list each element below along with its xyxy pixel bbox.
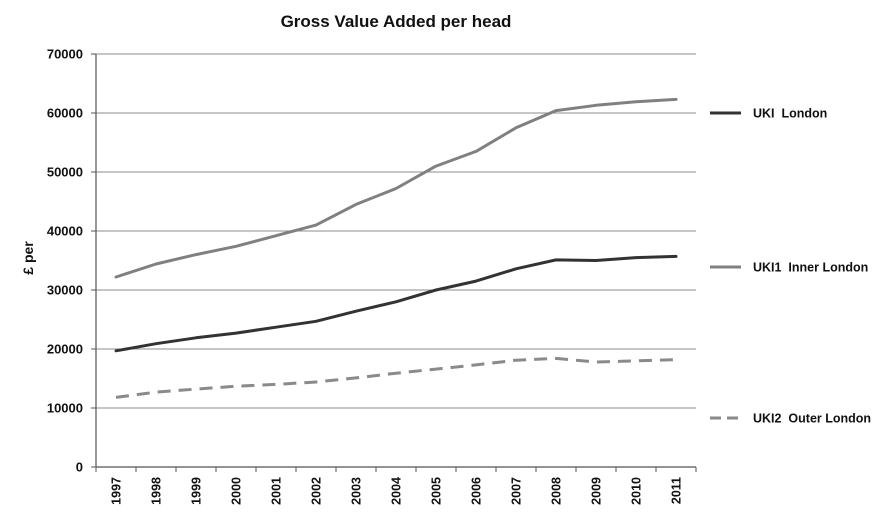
x-tick-label: 2009 bbox=[590, 477, 604, 505]
gridlines bbox=[96, 53, 696, 409]
x-tick-label: 1998 bbox=[150, 477, 164, 505]
series-line-1 bbox=[114, 254, 678, 353]
y-tick-label: 40000 bbox=[47, 224, 83, 239]
x-tick-label: 2000 bbox=[230, 477, 244, 505]
y-axis-label: £ per bbox=[20, 241, 36, 275]
y-tick-label: 60000 bbox=[47, 106, 83, 121]
x-tick-label: 1999 bbox=[190, 477, 204, 505]
x-axis-ticks: 1997 1998 1999 2000 2001 2002 2003 2004 2005 2006… bbox=[110, 477, 684, 505]
x-tick-label: 2007 bbox=[510, 477, 524, 505]
series-line-3 bbox=[115, 356, 677, 399]
y-tick-label: 30000 bbox=[47, 283, 83, 298]
y-tick-label: 0 bbox=[76, 460, 83, 475]
x-tick-label: 2003 bbox=[350, 477, 364, 505]
series-lines bbox=[114, 97, 678, 399]
legend: UKI London UKI1 Inner London UKI2 Outer Lo… bbox=[710, 107, 871, 426]
x-tick-label: 2005 bbox=[430, 477, 444, 505]
legend-label: UKI2 Outer London bbox=[753, 412, 871, 426]
x-tick-label: 2010 bbox=[630, 477, 644, 505]
legend-label: UKI London bbox=[753, 107, 827, 121]
y-tick-label: 20000 bbox=[47, 342, 83, 357]
axes bbox=[91, 53, 697, 472]
x-tick-label: 1997 bbox=[110, 477, 124, 505]
x-tick-label: 2008 bbox=[550, 477, 564, 505]
y-tick-label: 10000 bbox=[47, 401, 83, 416]
legend-label: UKI1 Inner London bbox=[753, 261, 868, 275]
x-tick-label: 2004 bbox=[390, 477, 404, 505]
y-axis-ticks: 0 10000 20000 30000 40000 50000 60000 70000 bbox=[47, 47, 83, 475]
x-tick-label: 2011 bbox=[670, 477, 684, 504]
y-tick-label: 70000 bbox=[47, 47, 83, 62]
x-tick-label: 2006 bbox=[470, 477, 484, 505]
x-tick-label: 2001 bbox=[270, 477, 284, 505]
x-tick-label: 2002 bbox=[310, 477, 324, 505]
chart-title: Gross Value Added per head bbox=[281, 12, 512, 31]
y-tick-label: 50000 bbox=[47, 165, 83, 180]
series-line-2 bbox=[114, 97, 678, 279]
